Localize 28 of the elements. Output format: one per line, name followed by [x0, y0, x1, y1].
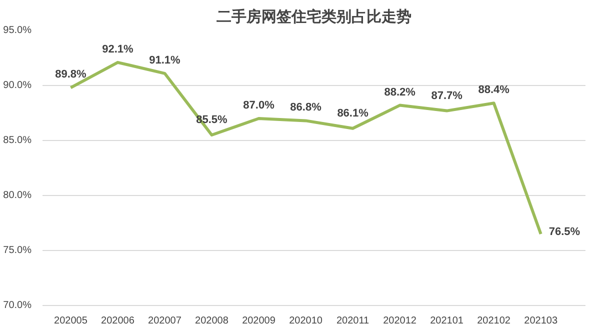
y-tick-label: 75.0% [3, 245, 32, 256]
y-tick-label: 80.0% [3, 190, 32, 201]
data-label: 89.8% [55, 68, 87, 81]
data-label: 88.4% [478, 84, 510, 96]
x-tick-label: 202008 [195, 316, 229, 326]
x-tick-label: 202102 [477, 316, 511, 326]
x-tick-label: 202009 [242, 316, 276, 326]
data-label: 88.2% [384, 86, 416, 98]
data-label: 92.1% [102, 43, 134, 56]
data-label: 87.7% [431, 90, 463, 102]
y-tick-label: 70.0% [3, 300, 32, 311]
x-tick-label: 202005 [54, 316, 88, 326]
chart-title: 二手房网签住宅类别占比走势 [216, 8, 412, 26]
data-label: 86.1% [337, 107, 369, 120]
x-tick-label: 202103 [524, 316, 558, 326]
data-label: 87.0% [243, 100, 275, 112]
x-tick-label: 202011 [336, 316, 370, 326]
data-label: 86.8% [290, 102, 322, 114]
x-tick-label: 202101 [430, 316, 464, 326]
x-tick-label: 202006 [101, 316, 135, 326]
y-tick-label: 95.0% [3, 25, 32, 36]
data-label: 91.1% [149, 54, 181, 66]
y-tick-label: 85.0% [3, 135, 32, 146]
x-tick-label: 202007 [148, 316, 182, 326]
x-tick-label: 202010 [289, 316, 323, 326]
x-tick-label: 202012 [383, 316, 417, 326]
y-tick-label: 90.0% [3, 80, 32, 91]
data-label: 76.5% [548, 226, 580, 238]
